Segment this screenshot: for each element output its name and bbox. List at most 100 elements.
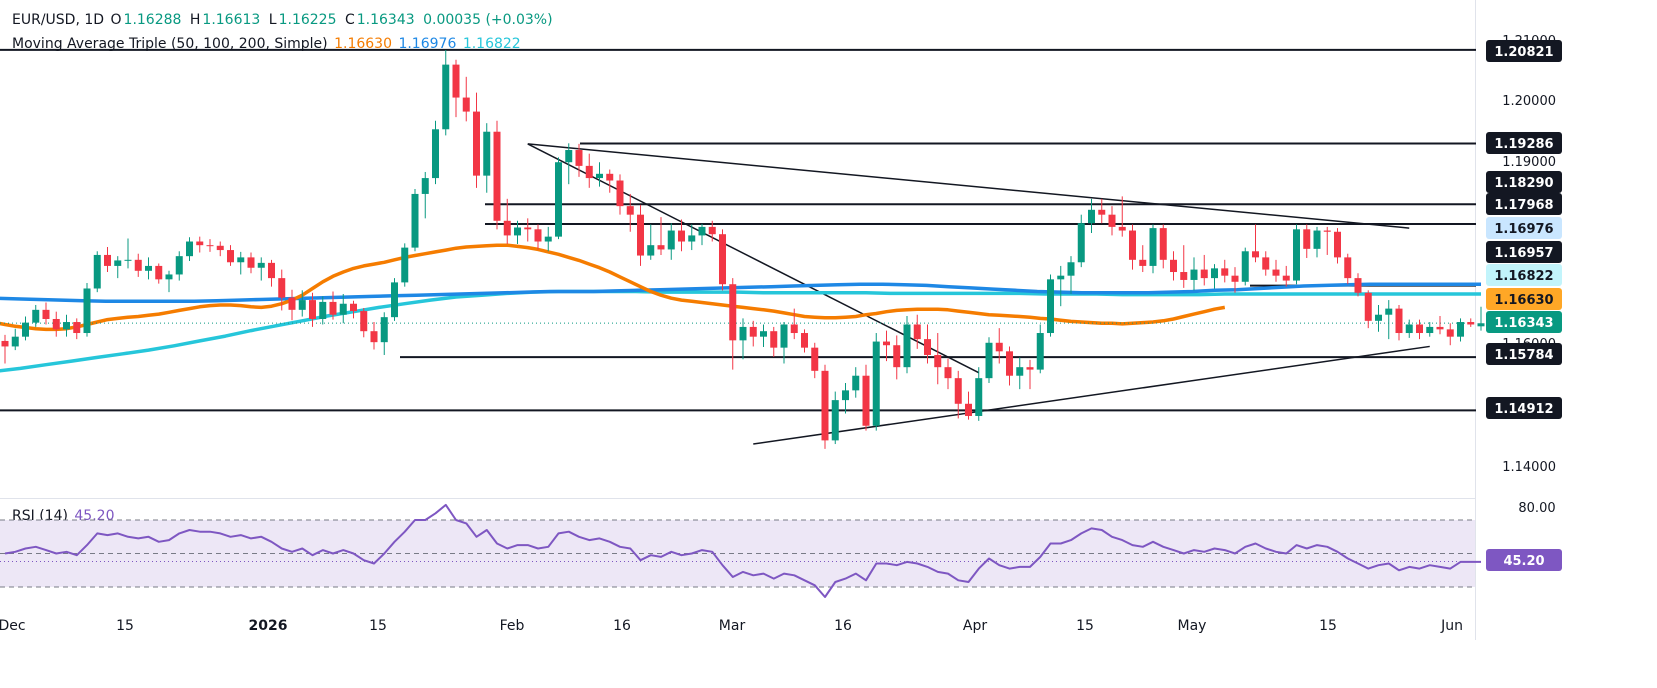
price-tag-box: [1486, 171, 1562, 193]
candle-body: [1026, 367, 1034, 370]
time-tick-label: 15: [369, 618, 387, 634]
price-tick-label: 1.14000: [1502, 460, 1556, 475]
ma200-line: [0, 289, 1481, 373]
candle-body: [780, 324, 788, 348]
candle-body: [124, 259, 132, 261]
candle-body: [565, 150, 573, 163]
ma-legend-label[interactable]: Moving Average Triple (50, 100, 200, Sim…: [12, 36, 328, 52]
time-tick-label: 2026: [249, 618, 288, 634]
time-tick-label: 15: [1319, 618, 1337, 634]
price-tag-box: [1486, 241, 1562, 263]
candle-body: [534, 229, 542, 242]
candle-body: [872, 341, 880, 426]
ma100-line: [0, 282, 1481, 304]
ma200-value: 1.16822: [462, 36, 521, 52]
candle-body: [1303, 229, 1311, 249]
price-tag-label: 1.14912: [1494, 402, 1553, 417]
candle-body: [708, 226, 716, 235]
candle-body: [647, 245, 655, 256]
candle-body: [667, 230, 675, 250]
ma-header: Moving Average Triple (50, 100, 200, Sim…: [12, 36, 523, 52]
candle-body: [944, 367, 952, 379]
candle-body: [790, 324, 798, 334]
candle-body: [1436, 326, 1444, 330]
candle-body: [391, 282, 398, 318]
candle-body: [596, 173, 603, 179]
candle-body: [852, 375, 860, 391]
candle-body: [719, 234, 726, 285]
candle-body: [52, 318, 60, 330]
price-axis-border: [1475, 0, 1476, 640]
candle-body: [83, 288, 91, 334]
price-tag-label: 1.16957: [1494, 246, 1553, 261]
symbol-label[interactable]: EUR/USD, 1D: [12, 12, 105, 28]
rsi-line: [4, 503, 1481, 598]
candle-body: [934, 354, 942, 368]
candle-body: [770, 331, 778, 348]
candle-body: [452, 64, 460, 98]
candle-body: [493, 131, 501, 221]
candle-body: [739, 326, 747, 341]
low-label: L 1.16225: [268, 12, 337, 28]
price-tag-box: [1486, 264, 1562, 286]
candle-body: [965, 403, 972, 416]
candle-body: [883, 341, 890, 346]
candle-body: [811, 347, 819, 371]
ma50-line: [0, 243, 1226, 332]
ma50-value: 1.16630: [334, 36, 392, 52]
candle-body: [1344, 257, 1352, 279]
candle-body: [1282, 275, 1290, 281]
candle-body: [42, 309, 50, 319]
candle-body: [1416, 324, 1423, 334]
candle-body: [995, 342, 1003, 352]
candle-body: [134, 259, 142, 271]
candle-body: [247, 257, 255, 268]
candle-body: [1170, 259, 1177, 273]
candle-body: [1047, 279, 1054, 334]
time-tick-label: 15: [116, 618, 134, 634]
price-tag-box: [1486, 132, 1562, 154]
change-label: 0.00035 (+0.03%): [423, 12, 553, 28]
price-tag-label: 1.20821: [1494, 45, 1553, 60]
trendline: [527, 143, 1410, 229]
candle-body: [268, 262, 275, 279]
price-tag-box: [1486, 217, 1562, 239]
price-tag-label: 1.16976: [1494, 222, 1553, 237]
candle-body: [165, 274, 173, 280]
price-tag-box: [1486, 343, 1562, 365]
candle-body: [473, 111, 480, 176]
open-label: O 1.16288: [110, 12, 182, 28]
price-tags: 1.20821 1.19286 1.18290 1.17968 1.16976 1.169…: [1486, 40, 1562, 419]
candles: [1, 49, 1485, 449]
candle-body: [1088, 209, 1095, 224]
candle-body: [104, 254, 111, 266]
candle-body: [555, 162, 562, 237]
candle-body: [1098, 209, 1106, 215]
candle-body: [1159, 228, 1167, 260]
candle-body: [1313, 230, 1321, 249]
candle-body: [421, 178, 429, 194]
candle-body: [821, 370, 829, 441]
price-tag-label: 1.16630: [1494, 293, 1553, 308]
candle-body: [401, 247, 409, 283]
candle-body: [678, 230, 685, 242]
candle-body: [1272, 269, 1280, 276]
candle-body: [544, 236, 552, 242]
price-tag-label: 1.19286: [1494, 137, 1553, 152]
candle-body: [32, 309, 40, 323]
price-tag-box: [1486, 397, 1562, 419]
candle-body: [360, 311, 368, 332]
candle-body: [606, 173, 614, 181]
close-label: C 1.16343: [344, 12, 415, 28]
rsi-tag-label: 45.20: [1503, 554, 1544, 569]
candle-body: [63, 322, 70, 330]
candle-body: [637, 214, 644, 256]
time-axis-ticks: Dec 15 2026 15 Feb 16 Mar 16 Apr 15 May 15 Jun: [0, 618, 1463, 634]
candle-body: [1354, 278, 1362, 293]
candle-body: [1385, 308, 1393, 315]
candle-body: [1364, 292, 1372, 321]
candle-body: [411, 193, 419, 248]
candle-body: [350, 303, 357, 312]
pane-separator: [0, 498, 1475, 499]
